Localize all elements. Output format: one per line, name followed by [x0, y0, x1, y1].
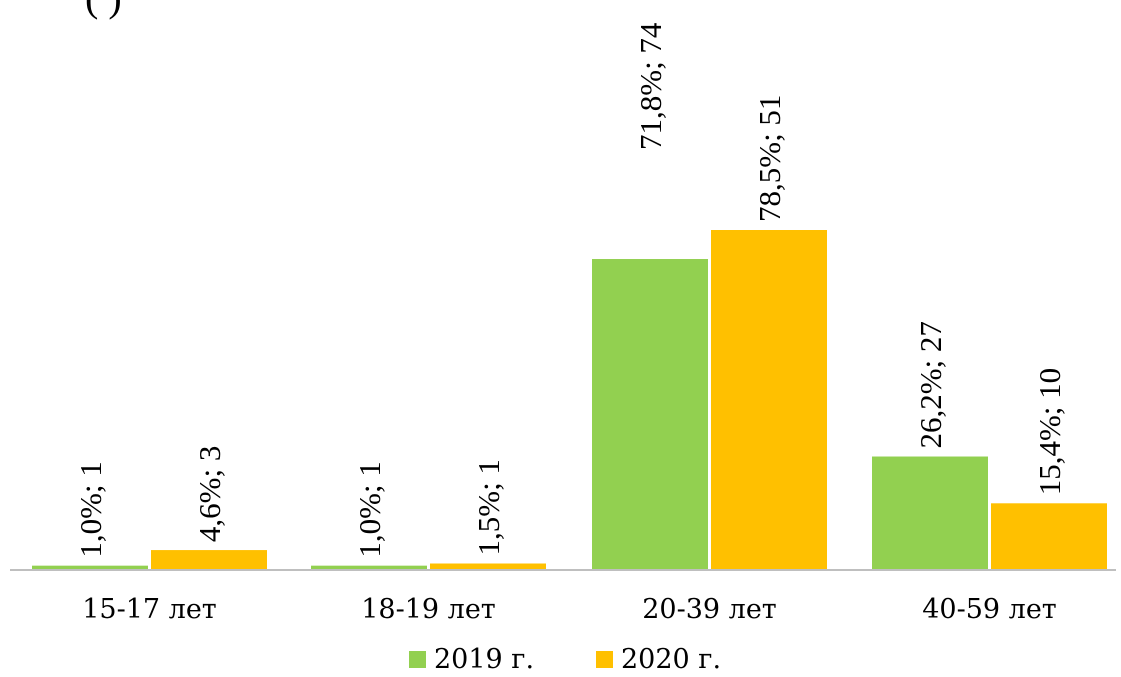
legend: 2019 г. 2020 г. [409, 644, 721, 675]
category-labels-layer: 15-17 лет 18-19 лет 20-39 лет 40-59 лет [82, 594, 1057, 625]
category-label: 20-39 лет [642, 594, 777, 625]
bar-2020-2 [430, 563, 546, 570]
data-label-2020-4: 15,4%; 10 [1032, 368, 1067, 495]
category-label: 40-59 лет [922, 594, 1057, 625]
data-label-2019-2: 1,0%; 1 [352, 461, 387, 557]
legend-swatch-2019 [409, 651, 426, 668]
bar-2019-1 [32, 565, 148, 570]
legend-label-2020: 2020 г. [621, 644, 721, 675]
data-label-2020-2: 1,5%; 1 [471, 459, 506, 555]
legend-swatch-2020 [596, 651, 613, 668]
bars-layer [32, 230, 1107, 570]
data-label-2019-4: 26,2%; 27 [913, 321, 948, 448]
bar-2020-3 [711, 230, 827, 570]
data-label-2019-3: 71,8%; 74 [633, 22, 668, 150]
bar-2020-1 [151, 550, 267, 570]
legend-label-2019: 2019 г. [434, 644, 534, 675]
data-label-2019-1: 1,0%; 1 [73, 461, 108, 557]
bar-2019-2 [311, 565, 427, 570]
data-label-2020-1: 4,6%; 3 [192, 446, 227, 542]
bar-2019-3 [592, 259, 708, 570]
partial-heading-text: ( ) [85, 0, 122, 18]
bar-2020-4 [991, 503, 1107, 570]
bar-2019-4 [872, 456, 988, 570]
category-label: 15-17 лет [82, 594, 217, 625]
category-label: 18-19 лет [361, 594, 496, 625]
data-label-2020-3: 78,5%; 51 [752, 95, 787, 222]
data-labels-layer: 1,0%; 1 4,6%; 3 1,0%; 1 1,5%; 1 71,8%; 74 78,… [73, 22, 1067, 558]
